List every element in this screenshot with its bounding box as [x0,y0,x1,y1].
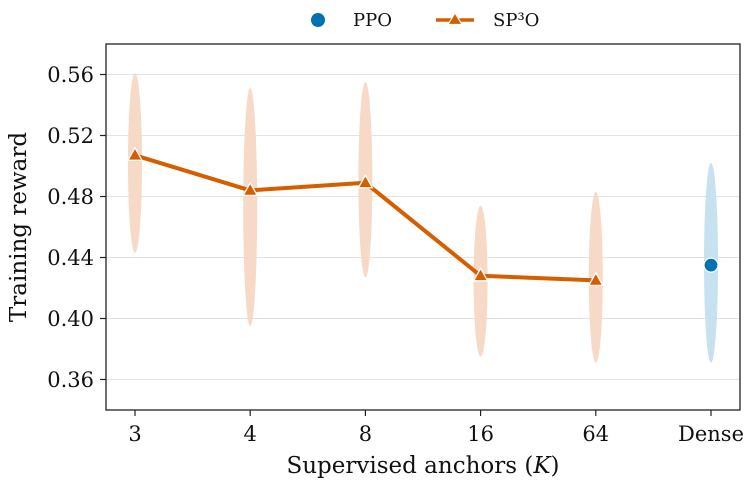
y-axis: 0.36 0.40 0.44 0.48 0.52 0.56 [47,63,106,392]
legend-ppo-marker [311,13,325,27]
legend-sp3o-marker [446,11,464,26]
sp3o-point [242,181,259,197]
sp3o-point [357,173,374,189]
legend-sp3o-label: SP³O [493,10,539,31]
legend-ppo-label: PPO [353,10,392,31]
sp3o-spread [243,88,258,327]
sp3o-spread [128,72,142,253]
y-tick-label: 0.40 [47,307,94,331]
y-tick-label: 0.48 [47,185,94,209]
x-tick-label: 16 [467,422,494,446]
y-tick-label: 0.56 [47,63,94,87]
sp3o-point [126,146,144,161]
x-axis-label-prefix: Supervised anchors ( [286,453,533,479]
plot-frame [105,43,741,411]
sp3o-point [587,271,604,287]
x-tick-label: 3 [128,422,141,446]
x-axis-label-variable: K [532,453,552,479]
x-tick-label: 64 [582,422,609,446]
x-tick-label: 4 [244,422,257,446]
x-axis-label-suffix: ) [551,453,560,479]
x-axis-label: Supervised anchors (K) [286,453,559,479]
y-tick-label: 0.36 [47,368,94,392]
y-tick-label: 0.52 [47,124,94,148]
ppo-point [703,257,719,273]
legend-entry-ppo: PPO [311,10,392,31]
legend: PPO SP³O [311,10,539,31]
y-tick-label: 0.44 [47,246,94,270]
x-tick-label: 8 [359,422,372,446]
y-axis-label: Training reward [6,132,32,322]
series-markers [126,146,719,287]
grid-lines [106,74,740,380]
variance-spreads [128,72,718,363]
x-tick-label: Dense [678,422,744,446]
legend-entry-sp3o: SP³O [436,10,539,31]
sp3o-point [472,266,489,282]
x-axis: 3 4 8 16 64 Dense [128,410,744,446]
